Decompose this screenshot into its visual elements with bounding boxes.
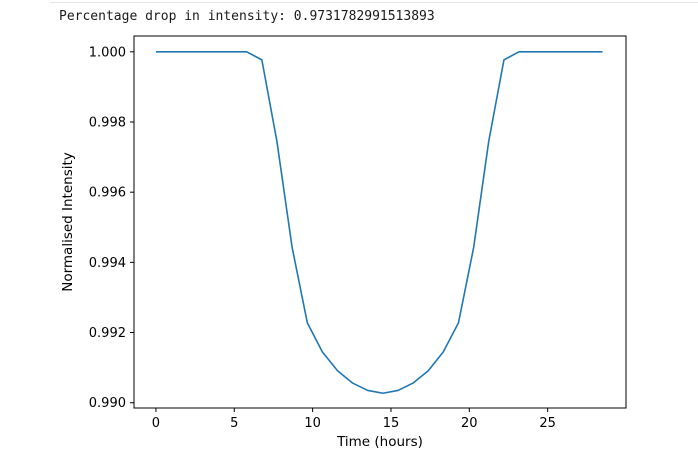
x-axis-label: Time (hours) (336, 434, 423, 450)
x-tick-label: 15 (383, 416, 400, 431)
y-axis-label: Normalised Intensity (60, 152, 76, 292)
output-cell-border (50, 2, 698, 3)
x-tick-label: 10 (304, 416, 321, 431)
x-tick-label: 20 (461, 416, 478, 431)
y-tick-label: 1.000 (89, 45, 126, 60)
x-tick-label: 0 (152, 416, 160, 431)
x-axis-ticks: 0 5 10 15 20 25 (152, 408, 556, 431)
y-tick-label: 0.994 (89, 256, 126, 271)
y-axis-ticks: 0.990 0.992 0.994 0.996 0.998 1.000 (89, 45, 134, 411)
plot-frame (133, 35, 627, 409)
x-tick-label: 25 (539, 416, 556, 431)
output-text: Percentage drop in intensity: 0.97317829… (59, 9, 435, 24)
y-tick-label: 0.992 (89, 326, 126, 341)
y-tick-label: 0.996 (89, 186, 126, 201)
y-tick-label: 0.990 (89, 396, 126, 411)
y-tick-label: 0.998 (89, 115, 126, 130)
series-line (155, 50, 603, 395)
x-tick-label: 5 (230, 416, 238, 431)
series-points (155, 51, 603, 394)
